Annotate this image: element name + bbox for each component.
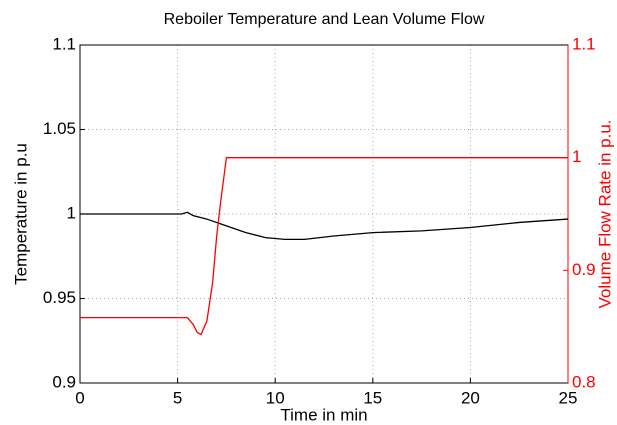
x-tick-label: 20: [461, 388, 480, 407]
y2-axis-label: Volume Flow Rate in p.u.: [595, 120, 614, 309]
x-tick-label: 0: [75, 388, 84, 407]
x-tick-label: 10: [266, 388, 285, 407]
y2-tick-label: 0.8: [572, 372, 596, 391]
y-tick-label: 1: [67, 203, 76, 222]
series-line: [80, 157, 568, 336]
x-tick-label: 5: [173, 388, 182, 407]
y-axis-label: Temperature in p.u: [11, 143, 30, 285]
x-axis-label: Time in min: [280, 405, 367, 424]
chart-title: Reboiler Temperature and Lean Volume Flo…: [164, 11, 485, 28]
x-tick-label: 25: [559, 388, 578, 407]
y2-tick-label: 1: [572, 147, 581, 166]
y2-tick-label: 1.1: [572, 34, 596, 53]
y2-tick-label: 0.9: [572, 260, 596, 279]
y-tick-label: 0.9: [52, 372, 76, 391]
y-tick-label: 1.1: [52, 34, 76, 53]
y-tick-label: 0.95: [43, 288, 76, 307]
y-tick-label: 1.05: [43, 119, 76, 138]
series-line: [80, 211, 569, 240]
x-tick-label: 15: [363, 388, 382, 407]
